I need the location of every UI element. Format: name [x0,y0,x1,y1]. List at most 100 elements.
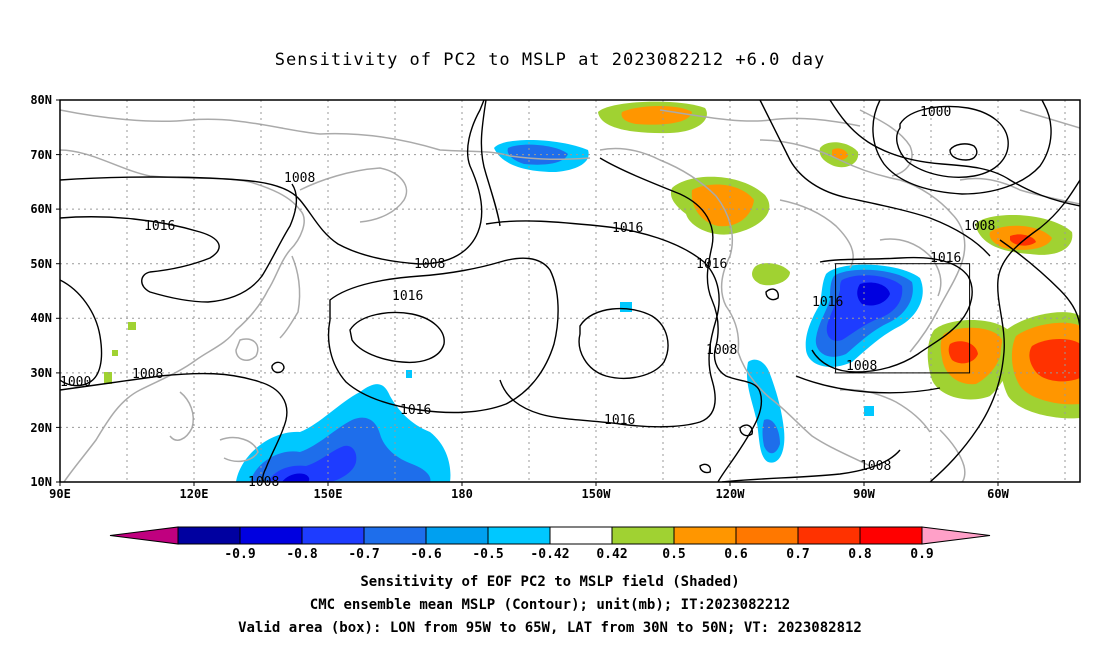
colorbar-label: -0.9 [224,547,255,562]
contour-small-2 [739,424,754,437]
shade-positive-atlantic-red [1029,339,1080,382]
contour-1016-atlantic [929,179,1080,482]
contour-small-4 [699,463,712,474]
caption-line-1: Sensitivity of EOF PC2 to MSLP field (Sh… [360,574,740,590]
contour-1016-central [327,257,559,414]
colorbar-swatch [177,526,241,545]
lon-label: 180 [451,487,473,501]
colorbar-label: -0.5 [472,547,503,562]
colorbar-label: -0.8 [286,547,317,562]
tick-marks [56,99,999,486]
shade-negative-spot-carib [864,406,874,416]
valid-area-box [835,263,971,374]
contour-1008-greenland [829,100,1080,207]
contour-1008-asia [60,100,485,265]
contour-1008-south [60,372,288,482]
colorbar-swatch [611,526,675,545]
contour-label: 1016 [392,289,423,304]
colorbar-label: 0.8 [848,547,872,562]
contour-1008-sw [60,279,103,387]
shade-negative-greatlakes-dark [857,282,890,306]
contour-label: 1016 [400,403,431,418]
contour-label: 1008 [414,257,445,272]
colorbar-swatch [735,526,799,545]
contour-label: 1016 [604,413,635,428]
shade-positive-arctic-core [621,106,692,125]
colorbar-arrow-high [921,526,991,545]
contour-1016-epac [485,220,720,428]
lat-label: 80N [30,93,52,107]
lon-label: 150E [314,487,343,501]
contour-1000-low [896,105,1009,178]
shade-negative-spot-pac2 [406,370,412,378]
colorbar-swatch [239,526,303,545]
colorbar-swatch [363,526,427,545]
lat-label: 10N [30,475,52,489]
colorbar-label: 0.5 [662,547,685,562]
shade-positive-baffin-core [832,148,848,160]
lat-label: 40N [30,311,52,325]
colorbar-swatch [673,526,737,545]
contour-label: 1016 [930,251,961,266]
contour-992-low [949,143,978,161]
colorbar-label: -0.7 [348,547,379,562]
mslp-contours [60,100,1080,482]
shade-positive-spot-west3 [112,350,118,356]
contour-small-1 [271,361,285,374]
contour-1008-ring [872,100,1052,195]
shade-negative-wpac-darkest [282,473,310,482]
contour-1024-wpac [349,311,445,364]
contour-label: 1000 [60,375,91,390]
coastlines [60,109,1080,482]
lon-label: 60W [987,487,1009,501]
colorbar-swatch [797,526,861,545]
contour-1008-gulf [721,449,901,482]
longitude-labels: 90E 120E 150E 180 150W 120W 90W 60W [49,487,1009,501]
contour-small-3 [765,288,780,301]
colorbar-label: 0.9 [910,547,933,562]
shade-negative-wpac-dark [268,445,357,482]
shade-positive-eastcoast-red [948,341,978,364]
colorbar-swatch [301,526,365,545]
lat-label: 70N [30,148,52,162]
shade-positive-canada-spot [752,263,790,286]
colorbar-label: -0.42 [530,547,569,562]
contour-label: 1016 [612,221,643,236]
contour-label: 1000 [920,105,951,120]
contour-1008-carib [795,375,941,394]
contour-label: 1008 [964,219,995,234]
colorbar-label: 0.6 [724,547,748,562]
contour-label: 1008 [846,359,877,374]
contour-1016-greenland [759,100,991,257]
lon-label: 90E [49,487,71,501]
lat-label: 50N [30,257,52,271]
map-grid [60,100,1080,482]
lat-label: 30N [30,366,52,380]
contour-label: 1008 [132,367,163,382]
colorbar-swatch [859,526,923,545]
contour-label: 1008 [860,459,891,474]
contour-label: 1008 [706,343,737,358]
contour-label: 1016 [144,219,175,234]
colorbar-swatch [487,526,551,545]
colorbar-arrow-low [109,526,179,545]
contour-1008-pacific [480,100,501,227]
lat-label: 60N [30,202,52,216]
colorbar: -0.9 -0.8 -0.7 -0.6 -0.5 -0.42 0.42 0.5 0.6 0.7 0.… [109,526,991,562]
colorbar-label: -0.6 [410,547,441,562]
lat-label: 20N [30,421,52,435]
contour-label: 1016 [696,257,727,272]
colorbar-label: 0.7 [786,547,809,562]
lon-label: 120W [716,487,746,501]
contour-1008-westcoast [599,157,763,482]
contour-label: 1016 [812,295,843,310]
contour-1016-canada [811,256,973,373]
shade-positive-spot-west2 [104,372,112,384]
lon-label: 120E [180,487,209,501]
colorbar-label: 0.42 [596,547,627,562]
contour-1024-epac [578,307,669,379]
map-frame [59,99,1081,483]
contour-1016-asia [60,183,298,303]
lon-label: 150W [582,487,612,501]
caption-line-3: Valid area (box): LON from 95W to 65W, L… [238,620,862,636]
